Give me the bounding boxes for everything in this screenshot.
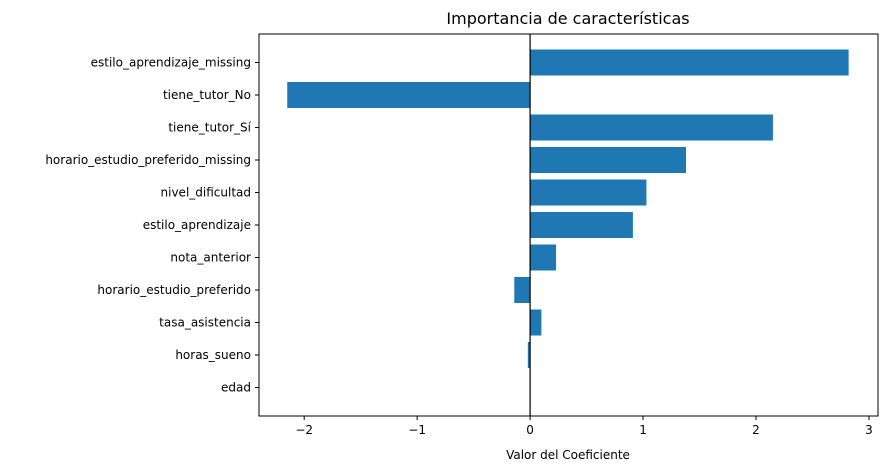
x-tick-label: 2 [752,423,760,437]
bar-tasa_asistencia [530,309,542,336]
bar-horas_sueno [527,342,531,368]
bar-horario_estudio_preferido [514,277,531,303]
bar-nota_anterior [530,244,557,271]
bar-estilo_aprendizaje_missing [530,49,849,76]
chart-title: Importancia de características [446,9,689,28]
bars-group [287,49,849,368]
y-tick-label: edad [221,381,251,395]
y-tick-label: tiene_tutor_Sí [168,121,251,135]
bar-horario_estudio_preferido_missing [530,147,686,173]
y-tick-label: tiene_tutor_No [163,88,251,102]
bar-estilo_aprendizaje [530,212,633,238]
x-tick-label: 0 [526,423,534,437]
y-tick-label: nivel_dificultad [161,186,251,200]
y-tick-label: estilo_aprendizaje [143,218,251,232]
y-tick-label: nota_anterior [170,251,251,265]
x-axis-label: Valor del Coeficiente [506,448,630,462]
x-axis-ticks: −2 −1 0 1 2 3 [295,416,873,437]
bar-nivel_dificultad [530,179,647,206]
bar-tiene_tutor_No [287,82,531,108]
x-tick-label: −1 [408,423,426,437]
y-tick-label: tasa_asistencia [159,316,251,330]
x-tick-label: −2 [295,423,313,437]
y-tick-label: horario_estudio_preferido_missing [45,153,251,167]
y-tick-label: horario_estudio_preferido [97,283,251,297]
x-tick-label: 1 [639,423,647,437]
x-tick-label: 3 [865,423,873,437]
y-axis-ticks: estilo_aprendizaje_missing tiene_tutor_No… [45,56,259,395]
y-tick-label: horas_sueno [175,348,251,362]
bar-tiene_tutor_Sí [530,114,773,141]
y-tick-label: estilo_aprendizaje_missing [91,56,251,70]
